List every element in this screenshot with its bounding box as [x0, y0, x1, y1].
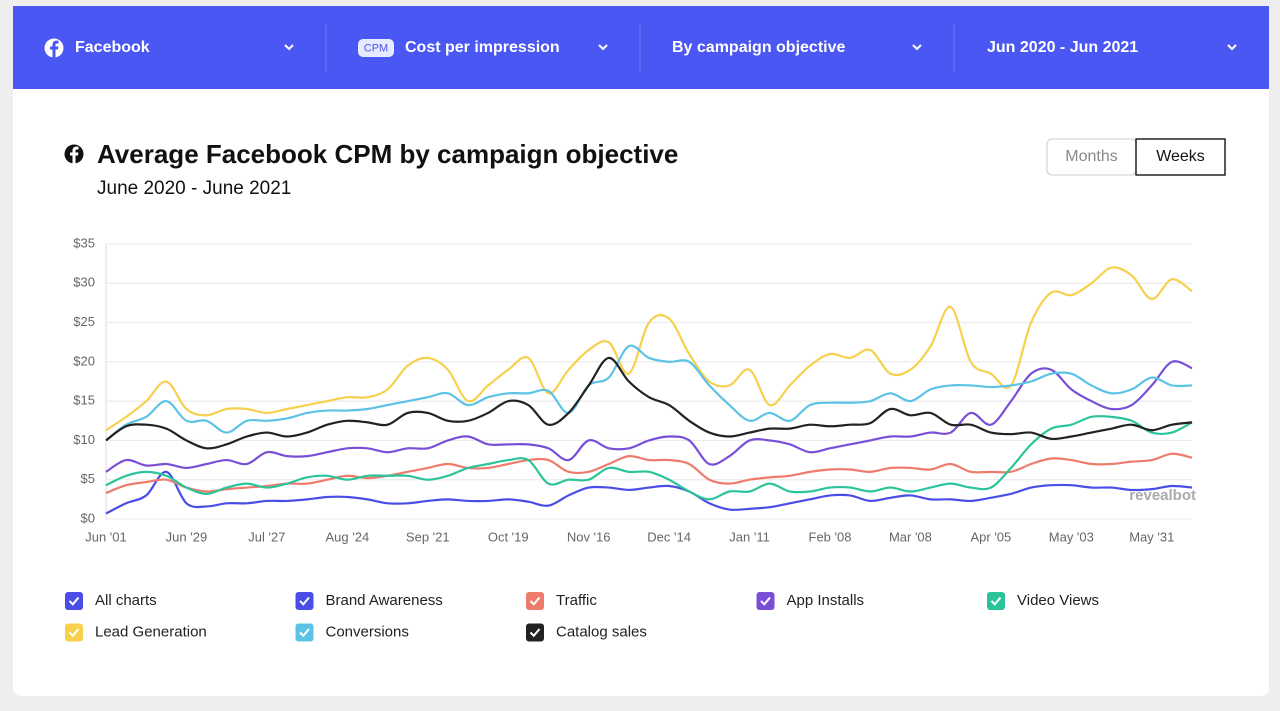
filter-label: Jun 2020 - Jun 2021: [987, 39, 1138, 56]
legend-item[interactable]: All charts: [65, 592, 157, 610]
y-tick-label: $35: [73, 235, 95, 250]
checkbox: [756, 592, 775, 610]
x-tick-label: Sep '21: [406, 529, 450, 544]
legend-item[interactable]: Catalog sales: [526, 623, 647, 642]
lines: [105, 266, 1193, 515]
filter-label: Cost per impression: [405, 39, 560, 56]
legend-label: Lead Generation: [95, 623, 207, 640]
chevron: [912, 44, 922, 51]
checkmark: [990, 596, 1002, 606]
chevron: [284, 44, 294, 51]
y-tick-label: $20: [73, 353, 95, 368]
chart-title: Average Facebook CPM by campaign objecti…: [97, 139, 678, 169]
x-tick-label: Dec '14: [647, 529, 691, 544]
badge-text: CPM: [364, 42, 388, 54]
filter-label: Facebook: [75, 39, 150, 56]
checkbox: [65, 592, 83, 610]
y-tick-label: $0: [81, 510, 95, 525]
series-line: [105, 470, 1193, 515]
legend-item[interactable]: Conversions: [295, 623, 409, 642]
toggle-label: Weeks: [1156, 148, 1205, 165]
x-tick-label: Jan '11: [729, 529, 770, 544]
legend-label: All charts: [95, 592, 157, 609]
y-tick-label: $5: [81, 471, 95, 486]
checkbox: [526, 623, 544, 642]
filter-dropdown[interactable]: Jun 2020 - Jun 2021: [987, 39, 1237, 56]
checkmark: [68, 628, 80, 638]
y-tick-label: $30: [73, 275, 95, 290]
filter-dropdown[interactable]: By campaign objective: [672, 39, 922, 56]
y-tick-label: $25: [73, 314, 95, 329]
checkmark: [299, 628, 310, 638]
badge: [358, 39, 394, 57]
filter-dropdown[interactable]: Facebook: [44, 38, 294, 59]
toggle-label: Months: [1065, 148, 1117, 165]
chevron: [598, 44, 608, 51]
filter-dropdown[interactable]: CPM Cost per impression: [358, 39, 608, 57]
legend-item[interactable]: Brand Awareness: [295, 592, 443, 610]
x-tick-label: Aug '24: [325, 529, 369, 544]
checkbox: [987, 592, 1005, 610]
toggle-box: [1135, 138, 1226, 176]
legend-label: Video Views: [1017, 592, 1099, 609]
legend-label: App Installs: [787, 592, 865, 609]
x-tick-label: Nov '16: [567, 529, 611, 544]
legend-item[interactable]: Traffic: [526, 592, 597, 610]
checkbox: [526, 592, 544, 610]
watermark: revealbot: [1129, 487, 1196, 504]
legend-label: Catalog sales: [556, 623, 647, 640]
legend-item[interactable]: Video Views: [987, 592, 1099, 610]
x-tick-label: May '31: [1129, 529, 1174, 544]
series-line: [105, 360, 1193, 473]
facebook-f: [50, 40, 59, 58]
filter-label: By campaign objective: [672, 39, 845, 56]
legend-label: Traffic: [556, 592, 597, 609]
checkbox: [295, 623, 314, 642]
x-tick-label: Mar '08: [889, 529, 932, 544]
legend-label: Brand Awareness: [326, 592, 443, 609]
x-tick-label: May '03: [1049, 529, 1094, 544]
toggle-button[interactable]: Weeks: [1135, 138, 1226, 176]
facebook-f: [70, 146, 79, 164]
toggle-button[interactable]: Months: [1046, 138, 1137, 176]
chart-subtitle: June 2020 - June 2021: [97, 178, 291, 199]
y-tick-label: $15: [73, 393, 95, 408]
checkbox: [295, 592, 314, 610]
checkmark: [529, 596, 541, 606]
legend-item[interactable]: Lead Generation: [65, 623, 207, 642]
x-tick-label: Oct '19: [488, 529, 529, 544]
y-tick-label: $10: [73, 432, 95, 447]
chevron: [1227, 44, 1237, 51]
x-tick-label: Feb '08: [809, 529, 852, 544]
x-tick-label: Jun '01: [85, 529, 127, 544]
checkmark: [760, 596, 771, 606]
checkmark: [68, 596, 80, 606]
legend-label: Conversions: [326, 623, 409, 640]
series-line: [105, 415, 1193, 501]
x-tick-label: Jul '27: [248, 529, 285, 544]
series-line: [105, 344, 1193, 442]
legend-item[interactable]: App Installs: [756, 592, 865, 610]
view-toggle: Months Weeks: [1046, 138, 1226, 176]
checkmark: [529, 628, 541, 638]
checkmark: [299, 596, 310, 606]
series-line: [105, 356, 1193, 450]
legend: All charts Brand Awareness Traffic App Inst…: [65, 592, 1099, 642]
toolbar: [13, 6, 1269, 89]
x-tick-label: Jun '29: [166, 529, 208, 544]
x-tick-label: Apr '05: [970, 529, 1011, 544]
checkbox: [65, 623, 83, 642]
